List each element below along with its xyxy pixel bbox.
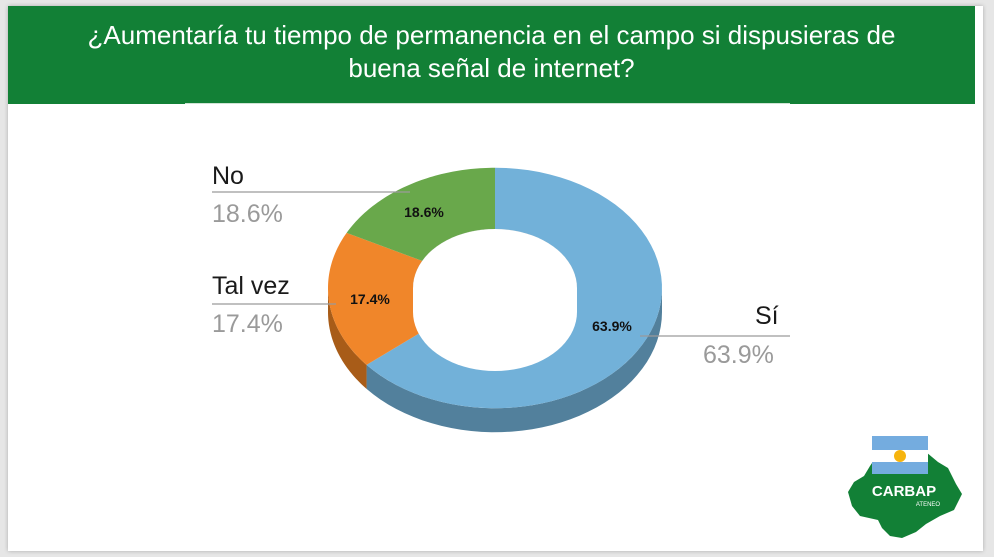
chart-title: ¿Aumentaría tu tiempo de permanencia en …: [87, 20, 896, 83]
title-bar: ¿Aumentaría tu tiempo de permanencia en …: [8, 6, 975, 104]
slice-no: [328, 232, 432, 365]
data-label-no: 18.6%: [404, 204, 444, 220]
data-label-tal-vez: 17.4%: [350, 291, 390, 307]
argentina-flag-icon: [872, 436, 928, 474]
logo-text: CARBAP: [872, 483, 936, 500]
callout-no-name: No: [212, 162, 244, 190]
slice-side-no: [328, 288, 367, 389]
callout-si-pct: 63.9%: [703, 341, 774, 369]
callout-talvez-name: Tal vez: [212, 272, 290, 300]
slice-side-si: [366, 288, 662, 433]
data-label-si: 63.9%: [592, 318, 632, 334]
carbap-logo: CARBAP ATENEO: [848, 436, 962, 538]
callout-si-name: Sí: [755, 302, 779, 330]
title-divider: [185, 103, 790, 104]
logo-subtext: ATENEO: [916, 502, 941, 508]
slice-tal-vez: [346, 167, 495, 261]
donut-hole: [413, 228, 577, 372]
callout-no-pct: 18.6%: [212, 200, 283, 228]
callout-talvez-pct: 17.4%: [212, 310, 283, 338]
